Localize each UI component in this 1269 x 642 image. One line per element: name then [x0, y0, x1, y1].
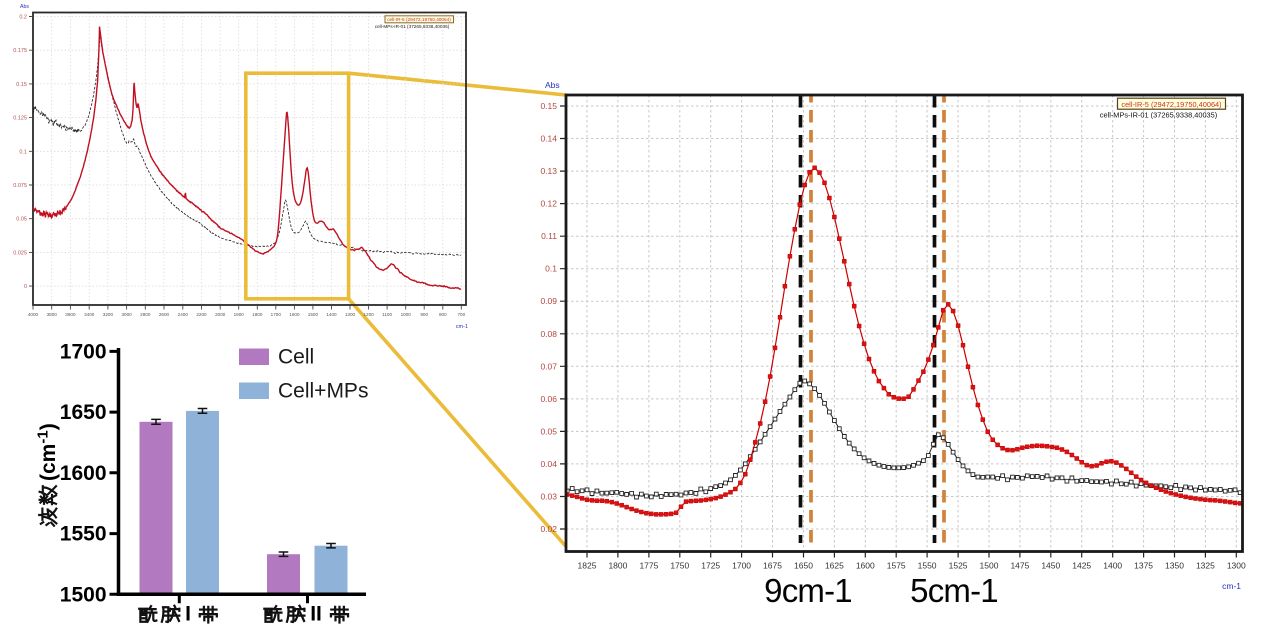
svg-text:1675: 1675: [763, 561, 782, 571]
svg-text:1525: 1525: [949, 561, 968, 571]
svg-text:3600: 3600: [65, 312, 76, 317]
svg-text:3200: 3200: [103, 312, 114, 317]
svg-text:cell-MPs-IR-01 (37265,9338,400: cell-MPs-IR-01 (37265,9338,40035): [1100, 111, 1218, 120]
svg-text:1700: 1700: [271, 312, 282, 317]
svg-text:0.11: 0.11: [541, 231, 557, 241]
svg-text:1750: 1750: [670, 561, 689, 571]
svg-text:900: 900: [420, 312, 428, 317]
svg-text:1550: 1550: [60, 523, 107, 546]
svg-text:1500: 1500: [980, 561, 999, 571]
svg-text:3400: 3400: [84, 312, 95, 317]
svg-text:1325: 1325: [1196, 561, 1215, 571]
svg-text:0.1: 0.1: [545, 264, 557, 274]
svg-text:0.075: 0.075: [13, 183, 27, 189]
svg-text:1300: 1300: [1227, 561, 1246, 571]
svg-text:3000: 3000: [121, 312, 132, 317]
svg-text:0.08: 0.08: [540, 329, 557, 339]
svg-text:1600: 1600: [856, 561, 875, 571]
svg-text:0.05: 0.05: [16, 217, 27, 223]
svg-text:1375: 1375: [1134, 561, 1153, 571]
svg-text:0: 0: [24, 284, 27, 290]
svg-text:1200: 1200: [363, 312, 374, 317]
svg-text:1100: 1100: [382, 312, 392, 317]
svg-text:1400: 1400: [1103, 561, 1122, 571]
svg-text:1775: 1775: [639, 561, 658, 571]
svg-text:4000: 4000: [28, 312, 39, 317]
svg-text:cm-1: cm-1: [1222, 581, 1241, 591]
svg-text:1575: 1575: [887, 561, 906, 571]
svg-text:Abs: Abs: [545, 80, 560, 90]
svg-text:1600: 1600: [289, 312, 300, 317]
svg-text:1475: 1475: [1010, 561, 1029, 571]
svg-text:800: 800: [439, 312, 447, 317]
svg-text:cm-1: cm-1: [456, 324, 468, 330]
svg-text:0.03: 0.03: [540, 492, 557, 502]
svg-text:1800: 1800: [608, 561, 627, 571]
svg-text:0.04: 0.04: [540, 459, 557, 469]
svg-text:I: I: [185, 602, 191, 625]
svg-text:0.025: 0.025: [13, 250, 27, 256]
svg-text:2600: 2600: [159, 312, 170, 317]
svg-text:0.125: 0.125: [13, 116, 27, 122]
svg-text:cell-IR-5 (29472,19750,40064): cell-IR-5 (29472,19750,40064): [1121, 100, 1221, 109]
svg-text:1650: 1650: [60, 401, 107, 424]
svg-text:9cm-1: 9cm-1: [764, 572, 852, 609]
svg-text:1625: 1625: [825, 561, 844, 571]
svg-text:2000: 2000: [215, 312, 226, 317]
svg-text:1650: 1650: [794, 561, 813, 571]
svg-text:1500: 1500: [60, 583, 107, 606]
svg-text:Abs: Abs: [20, 4, 29, 10]
svg-text:0.2: 0.2: [19, 15, 27, 21]
svg-text:0.15: 0.15: [540, 101, 557, 111]
svg-text:1500: 1500: [308, 312, 319, 317]
svg-text:0.1: 0.1: [19, 149, 27, 155]
svg-text:1350: 1350: [1165, 561, 1184, 571]
svg-text:1550: 1550: [918, 561, 937, 571]
svg-text:0.02: 0.02: [540, 524, 557, 534]
svg-text:3800: 3800: [47, 312, 58, 317]
svg-text:1600: 1600: [60, 462, 107, 485]
svg-text:Cell: Cell: [278, 346, 314, 369]
svg-text:2200: 2200: [196, 312, 207, 317]
svg-text:Cell+MPs: Cell+MPs: [278, 380, 368, 403]
svg-text:cell-IR-5 (29472,19750,40064): cell-IR-5 (29472,19750,40064): [387, 17, 451, 22]
svg-text:2800: 2800: [140, 312, 151, 317]
svg-text:1700: 1700: [732, 561, 751, 571]
svg-text:0.175: 0.175: [13, 48, 27, 54]
svg-text:0.05: 0.05: [540, 426, 557, 436]
svg-text:700: 700: [457, 312, 465, 317]
svg-text:1800: 1800: [252, 312, 263, 317]
svg-text:1425: 1425: [1072, 561, 1091, 571]
svg-text:0.07: 0.07: [540, 361, 557, 371]
svg-text:0.14: 0.14: [540, 134, 557, 144]
svg-text:1400: 1400: [326, 312, 337, 317]
svg-text:0.09: 0.09: [540, 296, 557, 306]
svg-text:1700: 1700: [60, 340, 107, 363]
svg-text:1300: 1300: [345, 312, 356, 317]
svg-text:cell-MPs-IR-01 (37265,9338,400: cell-MPs-IR-01 (37265,9338,40035): [375, 24, 450, 29]
svg-text:0.13: 0.13: [540, 166, 557, 176]
svg-text:1725: 1725: [701, 561, 720, 571]
svg-text:0.12: 0.12: [540, 199, 557, 209]
svg-text:1000: 1000: [401, 312, 412, 317]
svg-text:2400: 2400: [178, 312, 189, 317]
svg-text:1450: 1450: [1041, 561, 1060, 571]
svg-text:0.06: 0.06: [540, 394, 557, 404]
svg-text:1900: 1900: [234, 312, 245, 317]
svg-text:5cm-1: 5cm-1: [910, 572, 998, 609]
svg-text:II: II: [310, 602, 322, 625]
svg-text:0.15: 0.15: [16, 82, 27, 88]
svg-text:1825: 1825: [578, 561, 597, 571]
